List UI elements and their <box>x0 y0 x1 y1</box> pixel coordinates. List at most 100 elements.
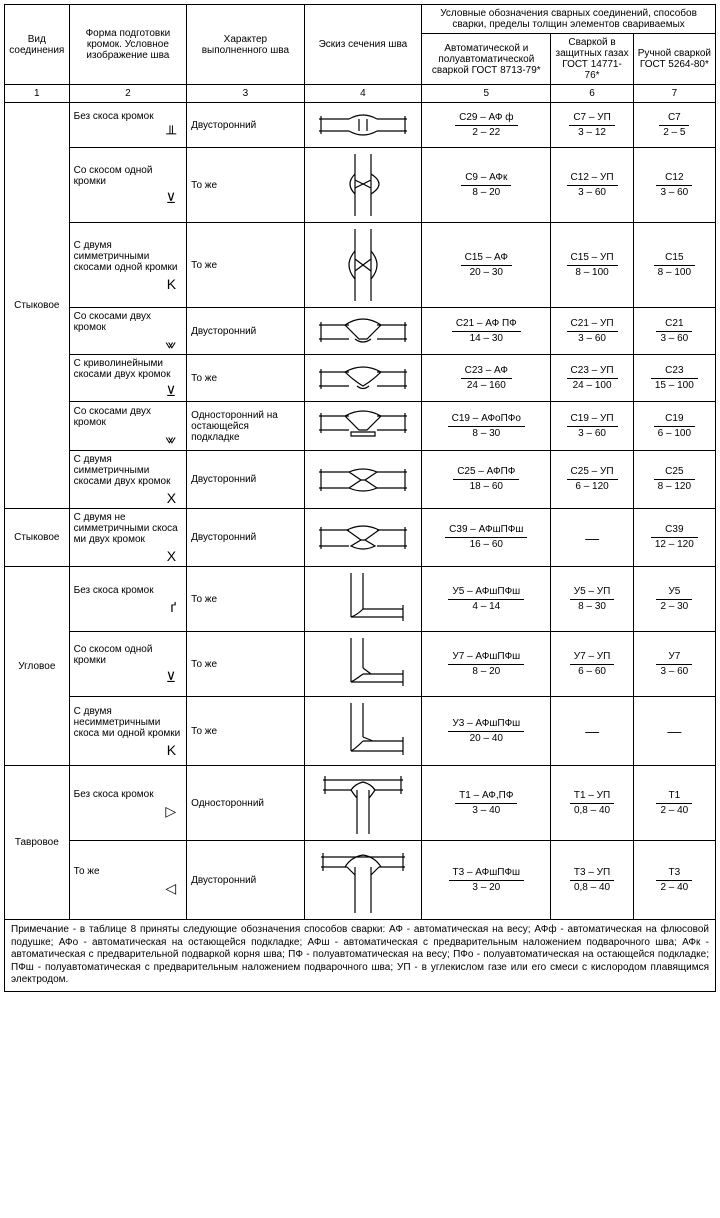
sketch-cell <box>304 509 422 567</box>
joint-type: Тавровое <box>5 766 70 920</box>
frac-num: С25 – АФПФ <box>453 466 519 480</box>
joint-type: Угловое <box>5 567 70 766</box>
frac-num: У7 – АФшПФш <box>448 651 524 665</box>
edge-symbol-icon: ⊻ <box>166 191 176 205</box>
col6-value: У7 – УП6 – 60 <box>551 632 633 697</box>
value-fraction: Т12 – 40 <box>656 788 692 819</box>
hdr-c5: Автоматической и полуавтоматической свар… <box>422 34 551 85</box>
value-fraction: С3912 – 120 <box>651 522 698 553</box>
value-fraction: С23 – АФ24 – 160 <box>461 363 512 394</box>
frac-den: 3 – 60 <box>656 186 692 199</box>
weld-table: Вид соединения Форма подготовки кромок. … <box>4 4 716 992</box>
sketch-cell <box>304 308 422 355</box>
edge-symbol-icon: X <box>167 491 176 505</box>
edge-symbol-icon: ⊻ <box>166 670 176 684</box>
joint-type: Стыковое <box>5 509 70 567</box>
value-fraction: С15 – АФ20 – 30 <box>461 250 512 281</box>
value-fraction: С9 – АФк8 – 20 <box>461 170 511 201</box>
value-fraction: С23 – УП24 – 100 <box>567 363 618 394</box>
value-fraction: С196 – 100 <box>654 411 695 442</box>
frac-den: 15 – 100 <box>651 379 698 392</box>
edge-prep: С двумя не симметричными скоса ми двух к… <box>69 509 187 567</box>
frac-num: С19 – УП <box>567 413 618 427</box>
sketch-cell <box>304 841 422 920</box>
col6-value: У5 – УП8 – 30 <box>551 567 633 632</box>
col6-value: С21 – УП3 – 60 <box>551 308 633 355</box>
frac-num: С15 <box>654 252 695 266</box>
col5-value: С19 – АФоПФо8 – 30 <box>422 402 551 451</box>
frac-den: 14 – 30 <box>452 332 521 345</box>
sketch-cell <box>304 697 422 766</box>
edge-symbol-icon: ◁ <box>165 881 176 895</box>
frac-num: Т3 – АФшПФш <box>449 867 525 881</box>
weld-character: Двусторонний <box>187 308 305 355</box>
table-row: Со скосом одной кромки⊻То жеС9 – АФк8 – … <box>5 148 716 223</box>
col7-value: С213 – 60 <box>633 308 715 355</box>
frac-num: С7 – УП <box>569 112 614 126</box>
weld-character: Двусторонний <box>187 451 305 509</box>
hdr-c6: Сваркой в защитных газах ГОСТ 14771-76* <box>551 34 633 85</box>
frac-den: 2 – 5 <box>659 126 689 139</box>
col5-value: С29 – АФ ф2 – 22 <box>422 103 551 148</box>
col5-value: У7 – АФшПФш8 – 20 <box>422 632 551 697</box>
frac-den: 20 – 30 <box>461 266 512 279</box>
hdr-c4: Эскиз сечения шва <box>304 5 422 85</box>
frac-den: 3 – 40 <box>455 804 517 817</box>
frac-den: 2 – 40 <box>656 881 692 894</box>
col5-value: С15 – АФ20 – 30 <box>422 223 551 308</box>
edge-text: Со скосом одной кромки <box>74 644 183 666</box>
col7-value: Т32 – 40 <box>633 841 715 920</box>
frac-den: 6 – 120 <box>567 480 618 493</box>
edge-text: Без скоса кромок <box>74 789 183 800</box>
weld-character: Односторонний на остающейся подкладке <box>187 402 305 451</box>
table-row: СтыковоеБез скоса кромок╨ДвустороннийС29… <box>5 103 716 148</box>
frac-den: 3 – 60 <box>656 665 692 678</box>
frac-den: 8 – 30 <box>570 600 615 613</box>
value-fraction: У7 – АФшПФш8 – 20 <box>448 649 524 680</box>
edge-symbol-icon: ⩖ <box>165 432 176 446</box>
table-row: С двумя симметричными скосами двух кромо… <box>5 451 716 509</box>
edge-symbol-icon: ⊻ <box>166 384 176 398</box>
frac-num: С29 – АФ ф <box>455 112 517 126</box>
frac-den: 4 – 14 <box>448 600 524 613</box>
frac-den: 2 – 30 <box>656 600 692 613</box>
edge-text: Со скосами двух кромок <box>74 406 183 428</box>
num-6: 6 <box>551 85 633 103</box>
num-7: 7 <box>633 85 715 103</box>
value-fraction: У5 – АФшПФш4 – 14 <box>448 584 524 615</box>
value-fraction: С29 – АФ ф2 – 22 <box>455 110 517 141</box>
frac-num: С21 <box>656 318 692 332</box>
table-row: С криволинейными скосами двух кромок⊻То … <box>5 355 716 402</box>
sketch-cell <box>304 148 422 223</box>
weld-character: То же <box>187 632 305 697</box>
edge-prep: Со скосами двух кромок⩖ <box>69 308 187 355</box>
edge-prep: Без скоса кромок╨ <box>69 103 187 148</box>
frac-num: С12 <box>656 172 692 186</box>
col7-value: С158 – 100 <box>633 223 715 308</box>
col6-value: С25 – УП6 – 120 <box>551 451 633 509</box>
table-row: С двумя несимметричными скоса ми одной к… <box>5 697 716 766</box>
weld-character: Двусторонний <box>187 841 305 920</box>
frac-den: 3 – 60 <box>567 332 618 345</box>
frac-num: Т3 – УП <box>570 867 614 881</box>
value-fraction: У52 – 30 <box>656 584 692 615</box>
table-row: С двумя симметричными скосами одной кром… <box>5 223 716 308</box>
weld-character: Двусторонний <box>187 509 305 567</box>
edge-symbol-icon: ґ <box>170 600 176 614</box>
value-fraction: С12 – УП3 – 60 <box>567 170 618 201</box>
frac-num: Т1 <box>656 790 692 804</box>
sketch-cell <box>304 402 422 451</box>
frac-num: С12 – УП <box>567 172 618 186</box>
edge-symbol-icon: K <box>167 743 176 757</box>
value-fraction: Т1 – УП0,8 – 40 <box>570 788 614 819</box>
frac-den: 8 – 20 <box>461 186 511 199</box>
edge-prep: Со скосом одной кромки ⊻ <box>69 632 187 697</box>
frac-den: 3 – 60 <box>656 332 692 345</box>
sketch-cell <box>304 223 422 308</box>
col7-value: У73 – 60 <box>633 632 715 697</box>
table-row: ТавровоеБез скоса кромок▷ОдностороннийТ1… <box>5 766 716 841</box>
col5-value: С23 – АФ24 – 160 <box>422 355 551 402</box>
edge-text: С двумя несимметричными скоса ми одной к… <box>74 706 183 739</box>
num-5: 5 <box>422 85 551 103</box>
frac-den: 24 – 100 <box>567 379 618 392</box>
